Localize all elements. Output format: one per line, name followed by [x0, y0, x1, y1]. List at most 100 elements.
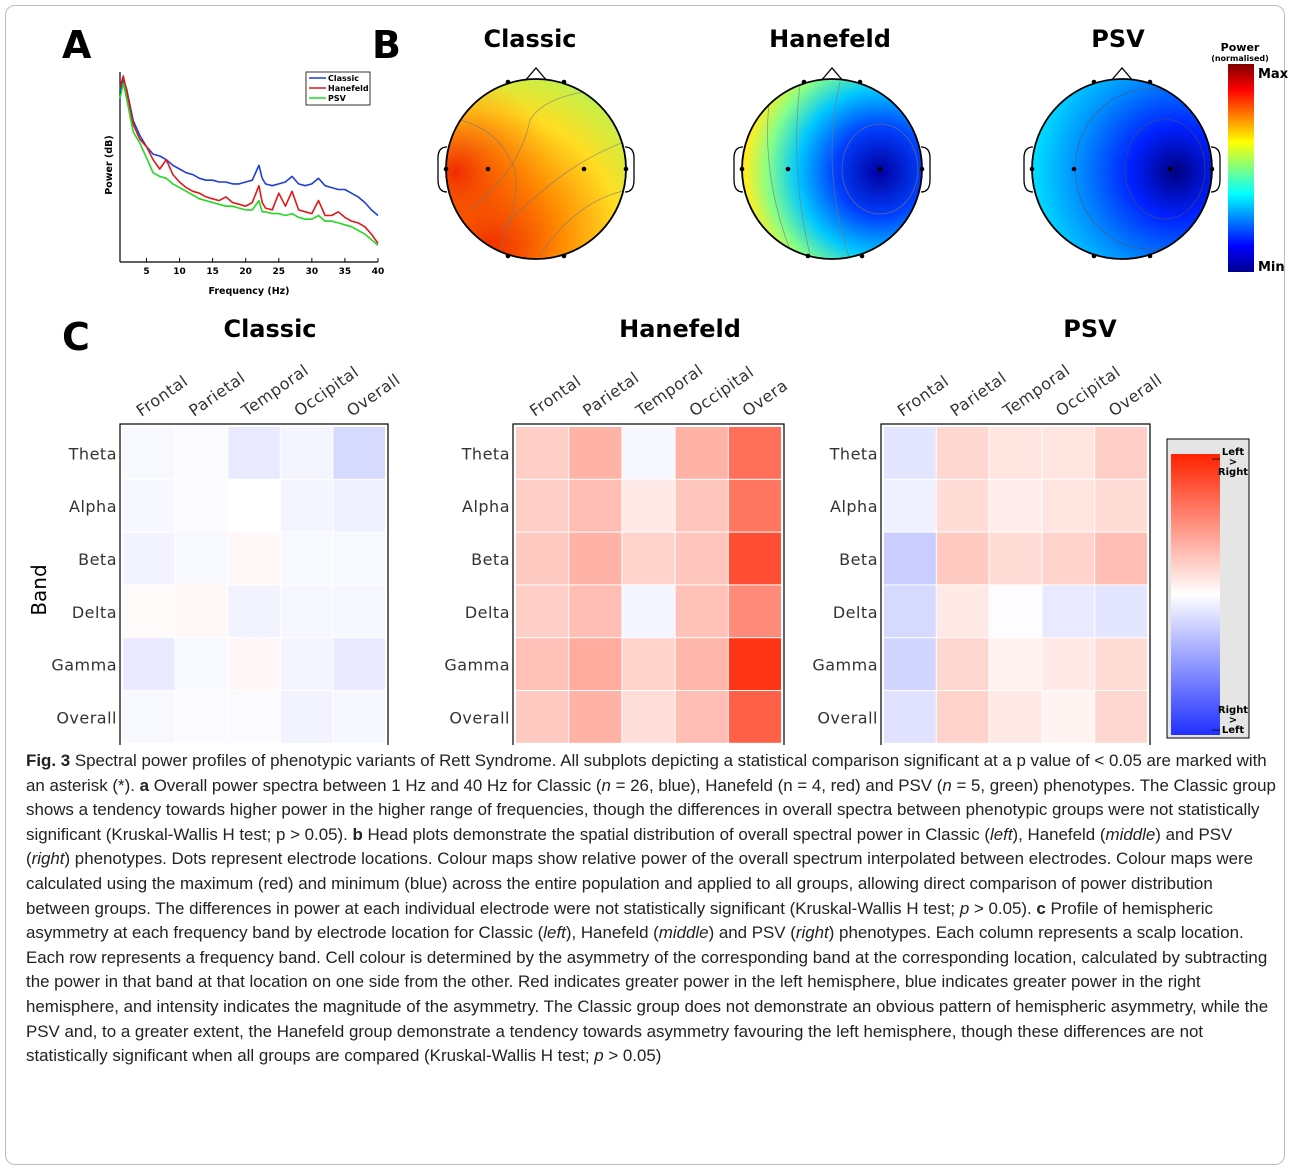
heatmap-cell — [989, 479, 1042, 532]
heatmap-cell — [516, 479, 569, 532]
heatmap-cell — [123, 691, 175, 743]
head-right-ear — [624, 146, 635, 193]
heatmap-cell — [936, 691, 989, 743]
heatmap-cell — [569, 479, 622, 532]
heatmap-cell — [728, 585, 781, 638]
spectrum-x-label: Frequency (Hz) — [208, 286, 289, 297]
heatmap-cell — [989, 638, 1042, 690]
caption-b-middle: middle — [1105, 824, 1156, 844]
heatmap-cell — [333, 585, 385, 638]
topo-colorbar-max: Max — [1258, 67, 1289, 82]
spectrum-lines — [119, 75, 379, 246]
legend-label-psv: PSV — [328, 94, 347, 103]
panel-letter-a: A — [62, 23, 92, 67]
heatmap-cell — [728, 638, 781, 690]
caption-a-text-3: = 5, green) phenotypes. The Classic grou… — [26, 775, 1276, 844]
caption-c-p: p — [594, 1046, 604, 1066]
heatmap-cell — [936, 585, 989, 638]
spectrum-x-tick-label: 40 — [372, 267, 385, 277]
head-map-hanefeld — [733, 67, 931, 260]
heatmap-row-label: Alpha — [462, 497, 510, 516]
heatmap-row-label: Beta — [471, 550, 510, 569]
caption-c-text-1: Profile of hemispheric asymmetry at each… — [26, 898, 1213, 943]
heatmap-cell — [280, 427, 333, 479]
heatmap-cell — [516, 585, 569, 638]
heatmap-cell — [728, 691, 781, 743]
heatmap-cell — [989, 532, 1042, 585]
heatmap-column-label: Parietal — [185, 368, 248, 420]
spectrum-line-psv — [119, 82, 379, 246]
topo-colorbar-min: Min — [1258, 260, 1285, 275]
heatmap-frame — [119, 423, 389, 745]
heatmap-cell — [1095, 427, 1147, 479]
spectrum-y-label: Power (dB) — [104, 135, 115, 194]
asym-colorbar-bottom-label-1: Right — [1218, 705, 1248, 716]
caption-b-right: right — [31, 849, 65, 869]
spectrum-x-tick-label: 25 — [273, 267, 286, 277]
heatmap-cell — [175, 585, 228, 638]
heatmap-row-label: Gamma — [812, 656, 878, 675]
heatmap-cell — [675, 427, 728, 479]
heatmap-cell — [228, 585, 280, 638]
heatmap-row-label: Theta — [461, 444, 510, 463]
caption-b-text-3: ) and PSV ( — [26, 824, 1233, 869]
heatmap-cell — [280, 691, 333, 743]
spectrum-x-tick-label: 20 — [239, 267, 252, 277]
caption-a-text-2: = 26, blue), Hanefeld (n = 4, red) and P… — [615, 775, 943, 795]
heatmap-cell — [1095, 532, 1147, 585]
heatmap-cell — [175, 691, 228, 743]
heatmap-cell — [936, 638, 989, 690]
heatmap-cell — [989, 585, 1042, 638]
heatmap-cell — [1042, 691, 1095, 743]
asym-colorbar-top-label-3: Right — [1218, 467, 1248, 478]
heatmap-hanefeld: Theta Alpha Beta Delta Gamma Overall FrontalPa… — [444, 360, 791, 745]
electrode-dots — [443, 79, 629, 259]
heatmap-cell — [1042, 479, 1095, 532]
panel-letter-b: B — [372, 23, 401, 67]
heatmap-frame — [512, 423, 785, 745]
asym-colorbar-top-label-2: > — [1229, 457, 1237, 468]
heatmap-cell — [175, 479, 228, 532]
heatmap-cell — [175, 427, 228, 479]
caption-a-n1: n — [601, 775, 611, 795]
caption-c-label: c — [1036, 898, 1046, 918]
topo-title-classic: Classic — [483, 25, 576, 53]
caption-b-text-5: > 0.05). — [973, 898, 1032, 918]
heatmap-cell — [1095, 585, 1147, 638]
heatmap-title-hanefeld: Hanefeld — [619, 315, 741, 343]
heatmap-cell — [569, 532, 622, 585]
heatmap-cell — [675, 638, 728, 690]
panel-letter-c: C — [62, 315, 90, 359]
caption-b-text-4: ) phenotypes. Dots represent electrode l… — [26, 849, 1254, 918]
heatmap-row-label: Overall — [449, 708, 510, 727]
heatmap-cell — [1095, 638, 1147, 690]
caption-b-text-2: ), Hanefeld ( — [1012, 824, 1106, 844]
heatmap-column-label: Frontal — [894, 371, 953, 420]
heatmap-cell — [884, 479, 936, 532]
caption-c-text-3: ) and PSV ( — [708, 923, 796, 943]
caption-label: Fig. 3 — [26, 751, 71, 770]
heatmap-cell — [333, 427, 385, 479]
figure-caption: Fig. 3 Spectral power profiles of phenot… — [26, 749, 1276, 1069]
spectrum-x-tick-label: 15 — [206, 267, 219, 277]
asym-colorbar-bottom-label-2: > — [1229, 715, 1237, 726]
head-nose — [523, 67, 549, 83]
asym-colorbar-top-label-1: Left — [1222, 447, 1245, 458]
heatmap-psv: Theta Alpha Beta Delta Gamma Overall FrontalPa… — [812, 360, 1166, 745]
heatmap-row-label: Delta — [465, 603, 510, 622]
topo-title-hanefeld: Hanefeld — [769, 25, 891, 53]
figure-frame — [5, 5, 1285, 1165]
heatmap-cell — [228, 427, 280, 479]
heatmap-cell — [675, 479, 728, 532]
heatmap-row-label: Delta — [833, 603, 878, 622]
heatmap-cell — [123, 427, 175, 479]
legend-label-hanefeld: Hanefeld — [328, 84, 369, 93]
heatmap-cell — [622, 427, 675, 479]
heatmap-column-label: Frontal — [526, 371, 585, 420]
heatmap-cell — [622, 532, 675, 585]
asym-colorbar-bottom-label-3: Left — [1222, 725, 1245, 736]
heatmap-cell — [123, 585, 175, 638]
heatmap-cell — [569, 427, 622, 479]
heatmap-cell — [516, 532, 569, 585]
heatmap-cell — [936, 532, 989, 585]
